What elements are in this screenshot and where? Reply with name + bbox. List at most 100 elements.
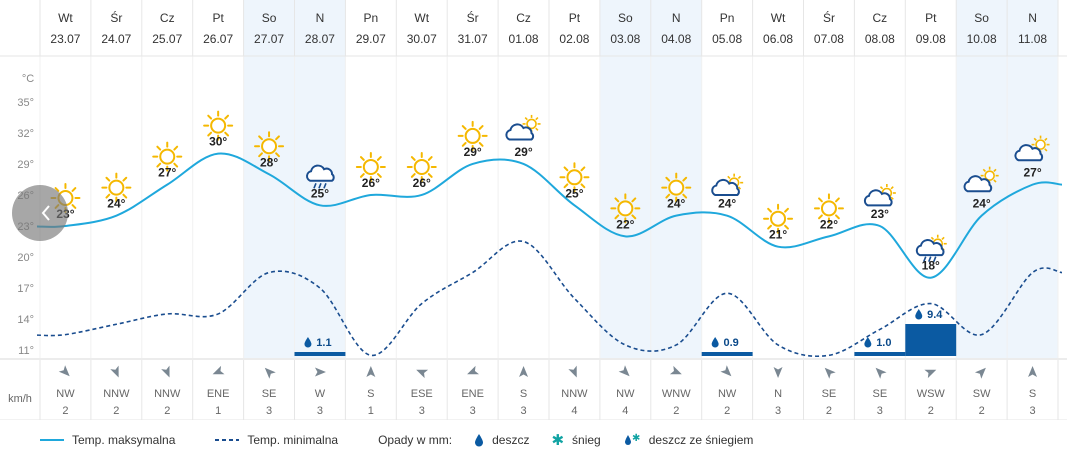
sun-icon — [101, 172, 132, 203]
wind-direction-label: NW — [56, 388, 75, 400]
wind-direction-label: S — [1029, 388, 1036, 400]
precipitation-label: 1.1 — [316, 337, 331, 349]
max-temp-label: 26° — [362, 176, 380, 190]
wind-direction-arrow-icon — [264, 367, 276, 379]
legend-precip: Opady w mm: — [378, 433, 452, 447]
raindrop-icon — [475, 434, 484, 447]
day-date: 27.07 — [254, 32, 284, 46]
wind-direction-label: S — [367, 388, 374, 400]
wind-speed-label: 3 — [266, 405, 272, 417]
day-name: Pn — [720, 11, 735, 25]
max-temp-label: 21° — [769, 228, 787, 242]
y-axis-tick: 17° — [17, 283, 34, 295]
raindrop-icon — [304, 337, 312, 348]
wind-speed-label: 3 — [470, 405, 476, 417]
day-name: So — [618, 11, 633, 25]
day-date: 31.07 — [458, 32, 488, 46]
wind-direction-arrow-icon — [467, 365, 479, 375]
day-date: 23.07 — [50, 32, 80, 46]
y-axis-tick: 20° — [17, 252, 34, 264]
weekend-column-bg — [650, 0, 702, 358]
day-name: Cz — [873, 11, 888, 25]
wind-direction-label: W — [315, 388, 326, 400]
day-name: N — [316, 11, 325, 25]
weekend-column-bg — [243, 0, 295, 358]
day-name: Śr — [110, 10, 122, 25]
wind-direction-arrow-icon — [720, 365, 732, 377]
wind-direction-label: ENE — [207, 388, 230, 400]
max-temp-label: 28° — [260, 155, 278, 169]
wind-direction-label: SE — [873, 388, 888, 400]
rain-snow-icon: ✱ — [624, 433, 640, 445]
wind-direction-arrow-icon — [519, 366, 529, 377]
wind-direction-arrow-icon — [1028, 366, 1038, 377]
wind-direction-arrow-icon — [366, 366, 376, 377]
day-date: 01.08 — [509, 32, 539, 46]
previous-button[interactable] — [12, 185, 68, 241]
wind-direction-label: S — [520, 388, 527, 400]
day-date: 04.08 — [661, 32, 691, 46]
wind-direction-arrow-icon — [161, 365, 170, 378]
wind-speed-label: 3 — [419, 405, 425, 417]
max-temp-label: 22° — [616, 217, 634, 231]
legend-max-temp: Temp. maksymalna — [40, 433, 175, 447]
day-name: Śr — [467, 10, 479, 25]
day-date: 10.08 — [967, 32, 997, 46]
day-name: Wt — [771, 11, 786, 25]
precipitation-bar — [294, 352, 346, 356]
wind-direction-arrow-icon — [416, 369, 429, 379]
legend-snow-label: śnieg — [572, 433, 601, 447]
max-temp-label: 24° — [667, 197, 685, 211]
weekend-column-bg — [599, 0, 651, 358]
day-date: 26.07 — [203, 32, 233, 46]
partly-cloudy-icon — [711, 173, 744, 197]
day-name: Śr — [823, 10, 835, 25]
sun-icon — [355, 151, 386, 182]
wind-direction-label: NW — [718, 388, 737, 400]
day-date: 24.07 — [101, 32, 131, 46]
max-temp-line — [36, 152, 1063, 279]
wind-direction-label: WSW — [917, 388, 946, 400]
max-temp-label: 23° — [871, 207, 889, 221]
wind-direction-label: WNW — [662, 388, 691, 400]
wind-direction-arrow-icon — [924, 369, 937, 379]
max-temp-label: 24° — [973, 197, 991, 211]
day-date: 06.08 — [763, 32, 793, 46]
wind-direction-arrow-icon — [824, 367, 836, 379]
day-date: 25.07 — [152, 32, 182, 46]
wind-direction-label: NNW — [561, 388, 588, 400]
day-date: 05.08 — [712, 32, 742, 46]
wind-speed-label: 3 — [877, 405, 883, 417]
wind-speed-label: 2 — [826, 405, 832, 417]
day-name: So — [974, 11, 989, 25]
max-temp-label: 29° — [514, 145, 532, 159]
partly-cloudy-icon — [863, 184, 896, 207]
day-date: 09.08 — [916, 32, 946, 46]
day-date: 11.08 — [1018, 32, 1047, 46]
wind-speed-label: 1 — [215, 405, 221, 417]
wind-speed-label: 2 — [979, 405, 985, 417]
solid-line-icon — [40, 439, 64, 441]
sun-icon — [203, 110, 234, 141]
max-temp-label: 26° — [413, 176, 431, 190]
sun-icon — [406, 151, 437, 182]
max-temp-label: 27° — [158, 166, 176, 180]
wind-direction-label: SE — [262, 388, 277, 400]
wind-speed-label: 3 — [1029, 405, 1035, 417]
partly-cloudy-icon — [505, 114, 541, 141]
legend-mixed-label: deszcz ze śniegiem — [648, 433, 754, 447]
max-temp-label: 30° — [209, 135, 227, 149]
wind-direction-arrow-icon — [58, 365, 70, 377]
svg-text:✱: ✱ — [632, 433, 640, 444]
wind-speed-label: 2 — [113, 405, 119, 417]
wind-direction-arrow-icon — [568, 365, 577, 378]
day-date: 30.07 — [407, 32, 437, 46]
snowflake-icon: ✱ — [551, 432, 565, 449]
max-temp-label: 27° — [1023, 166, 1041, 180]
day-name: So — [262, 11, 277, 25]
y-axis-tick: 32° — [17, 128, 34, 140]
wind-speed-label: 1 — [368, 405, 374, 417]
day-name: Pt — [569, 11, 581, 25]
partly-cloudy-icon — [1014, 135, 1050, 162]
day-date: 03.08 — [610, 32, 640, 46]
